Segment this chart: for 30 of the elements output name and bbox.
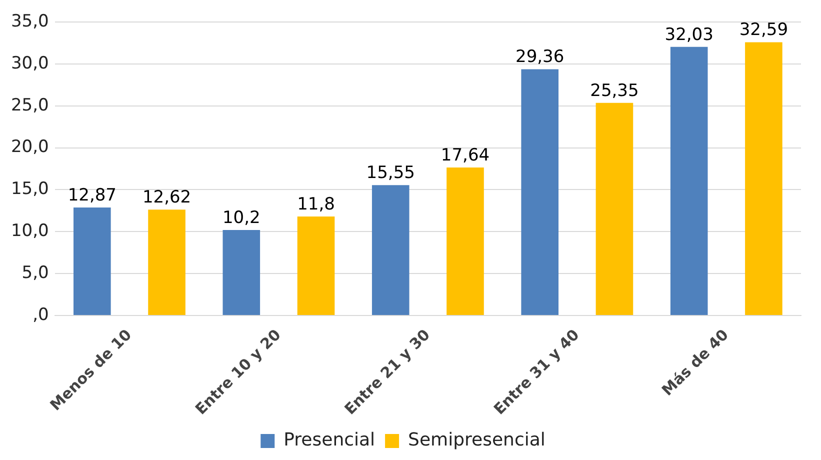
y-tick-label: ,0	[32, 304, 49, 325]
bar	[670, 46, 708, 315]
y-tick-label: 10,0	[10, 221, 49, 242]
data-label: 11,8	[297, 194, 335, 214]
legend-label: Semipresencial	[408, 430, 546, 451]
y-tick-label: 30,0	[10, 53, 49, 74]
data-label: 29,36	[516, 47, 564, 68]
bar	[745, 42, 782, 315]
data-label: 32,59	[739, 20, 788, 40]
data-label: 10,2	[222, 208, 260, 228]
data-label: 25,35	[590, 80, 639, 101]
bar	[74, 208, 111, 315]
bar	[446, 168, 484, 315]
bar	[521, 69, 558, 315]
data-label: 32,03	[664, 24, 714, 45]
legend-label: Presencial	[284, 430, 376, 451]
y-tick-label: 25,0	[10, 95, 49, 116]
y-tick-label: 35,0	[10, 11, 49, 32]
data-label: 17,64	[440, 145, 490, 166]
bar	[372, 185, 410, 315]
y-tick-label: 5,0	[22, 262, 49, 283]
bar	[596, 102, 634, 315]
bar	[148, 210, 186, 315]
data-label: 12,62	[142, 188, 192, 208]
bar	[222, 230, 260, 315]
bar	[297, 216, 335, 315]
data-label: 15,55	[366, 163, 415, 184]
y-tick-label: 20,0	[10, 137, 49, 158]
y-tick-label: 15,0	[10, 179, 49, 200]
data-label: 12,87	[68, 185, 116, 206]
